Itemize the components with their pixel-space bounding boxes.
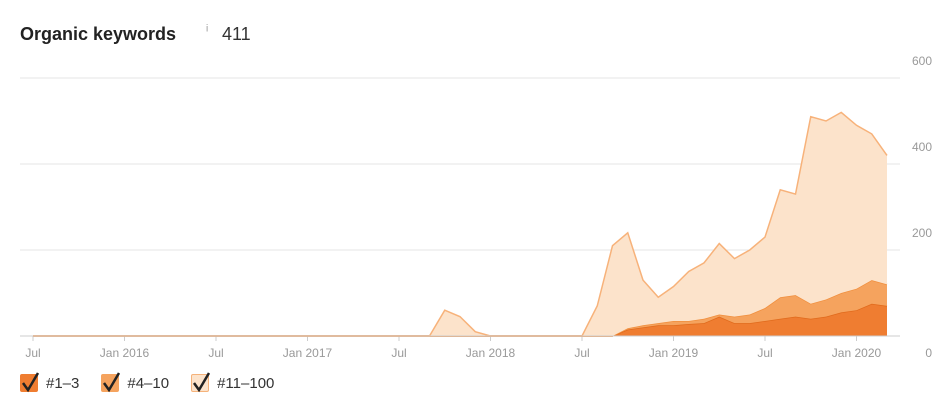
- x-tick-label: Jul: [208, 346, 223, 360]
- y-tick-label: 200: [912, 226, 932, 240]
- x-tick-label: Jul: [574, 346, 589, 360]
- chart: Organic keywords i 411 0 200 400 600 Jul Jan …: [20, 24, 932, 360]
- x-tick-label: Jan 2017: [283, 346, 333, 360]
- legend-item[interactable]: #4–10: [101, 372, 170, 393]
- x-tick-label: Jul: [25, 346, 40, 360]
- legend-item[interactable]: #1–3: [20, 372, 80, 393]
- legend-label: #4–10: [127, 374, 170, 392]
- info-icon[interactable]: i: [206, 24, 208, 35]
- x-tick-label: Jul: [391, 346, 406, 360]
- keyword-total: 411: [222, 24, 251, 44]
- checkmark-path: [193, 372, 211, 393]
- area: [33, 280, 887, 336]
- y-tick-label: 400: [912, 140, 932, 154]
- chart-title: Organic keywords: [20, 24, 176, 44]
- y-tick-label: 0: [925, 346, 932, 360]
- checkmark: [193, 372, 211, 393]
- x-tick-label: Jul: [757, 346, 772, 360]
- area: [33, 112, 887, 337]
- x-tick-label: Jan 2016: [100, 346, 150, 360]
- x-tick-label: Jan 2020: [832, 346, 882, 360]
- checkmark-path: [103, 372, 121, 393]
- checkmark-path: [21, 372, 40, 393]
- x-tick-label: Jan 2019: [649, 346, 699, 360]
- legend-checkbox[interactable]: [20, 372, 40, 393]
- legend-item[interactable]: #11–100: [191, 372, 275, 393]
- legend-checkbox[interactable]: [101, 372, 121, 393]
- legend-checkbox[interactable]: [191, 372, 211, 393]
- legend-label: #1–3: [46, 374, 80, 392]
- area: [33, 303, 887, 336]
- checkmark: [21, 372, 40, 393]
- x-tick-label: Jan 2018: [466, 346, 516, 360]
- legend-label: #11–100: [217, 374, 275, 392]
- legend: #1–3 #4–10 #11–100: [20, 372, 275, 393]
- checkmark: [103, 372, 121, 393]
- y-tick-label: 600: [912, 54, 932, 68]
